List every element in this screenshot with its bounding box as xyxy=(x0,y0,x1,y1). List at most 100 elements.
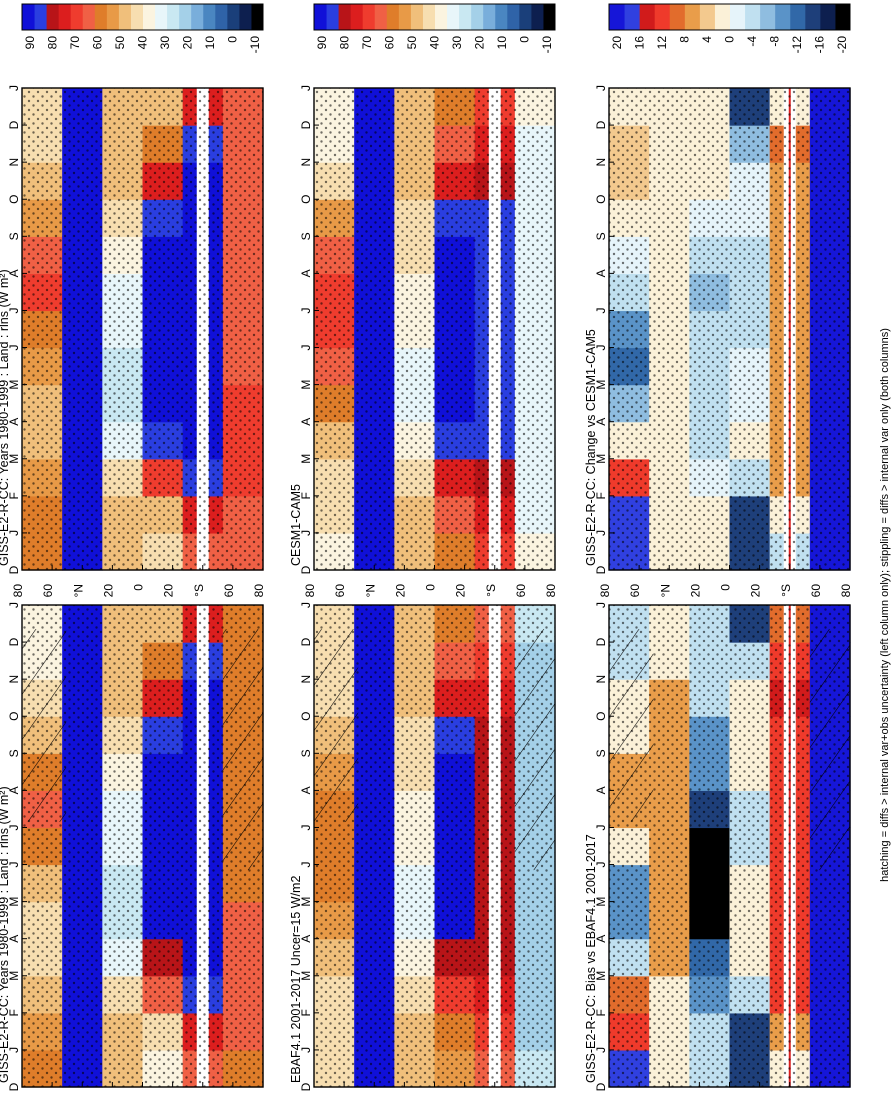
colorbar-tick-label: 90 xyxy=(23,36,37,50)
y-tick-label: 80 xyxy=(839,584,853,598)
colorbar-tick-label: -10 xyxy=(540,36,554,54)
colorbar-swatch xyxy=(434,4,448,30)
colorbar-tick-label: 30 xyxy=(158,36,172,50)
x-tick-label: O xyxy=(594,712,608,721)
colorbar-tick-label: -20 xyxy=(835,36,849,54)
colorbar-swatch xyxy=(202,4,216,30)
x-tick-label: D xyxy=(7,1082,21,1091)
x-tick-label: D xyxy=(299,565,313,574)
x-tick-label: J xyxy=(594,862,608,868)
y-tick-label: 80 xyxy=(544,584,558,598)
y-tick-label: 20 xyxy=(688,584,702,598)
colorbar-swatch xyxy=(774,4,791,30)
colorbar-tick-label: 20 xyxy=(610,36,624,50)
colorbar-swatch xyxy=(362,4,375,30)
x-tick-label: M xyxy=(7,897,21,907)
colorbar-tick-label: -16 xyxy=(813,36,827,54)
x-tick-label: D xyxy=(7,565,21,574)
colorbar-swatch xyxy=(46,4,59,30)
x-tick-label: J xyxy=(299,602,313,608)
colorbar-tick-label: 70 xyxy=(68,36,82,50)
hatching xyxy=(809,629,850,871)
x-tick-label: J xyxy=(299,530,313,536)
y-tick-label: 80 xyxy=(598,584,612,598)
colorbar-swatch xyxy=(166,4,180,30)
y-tick-label: 60 xyxy=(41,584,55,598)
x-tick-label: M xyxy=(7,971,21,981)
x-tick-label: N xyxy=(299,158,313,167)
colorbar-swatch xyxy=(804,4,821,30)
panel-title: EBAF4.1 2001-2017 Uncer=15 W/m2 xyxy=(289,876,303,1083)
panel-title: GISS-E2-R-CC: Years 1980-1999 : Land : r… xyxy=(0,269,11,566)
x-tick-label: A xyxy=(594,269,608,277)
colorbar-tick-label: 20 xyxy=(181,36,195,50)
colorbar-tick-label: 20 xyxy=(473,36,487,50)
colorbar-tick-label: 0 xyxy=(723,36,737,43)
colorbar-tick-label: 70 xyxy=(360,36,374,50)
x-tick-label: A xyxy=(594,418,608,426)
colorbar-tick-label: -10 xyxy=(248,36,262,54)
hatching xyxy=(222,629,263,871)
colorbar-tick-label: 90 xyxy=(315,36,329,50)
colorbar-tick-label: 60 xyxy=(91,36,105,50)
colorbar-tick-label: 30 xyxy=(450,36,464,50)
y-tick-label: 80 xyxy=(303,584,317,598)
colorbar-swatch xyxy=(142,4,156,30)
x-tick-label: D xyxy=(594,637,608,646)
colorbar-swatch xyxy=(238,4,252,30)
x-tick-label: A xyxy=(299,269,313,277)
x-tick-label: D xyxy=(299,637,313,646)
colorbar-swatch xyxy=(834,4,851,30)
colorbar-swatch xyxy=(446,4,460,30)
panel-4: D J F M A M J J A S O N D J 80 60 °N 20 0 20 °S 60 80 CESM1-CAM… xyxy=(289,3,558,598)
colorbar-swatch xyxy=(178,4,192,30)
colorbar-swatch xyxy=(226,4,240,30)
colorbar-tick-label: -8 xyxy=(768,36,782,47)
stippling xyxy=(314,88,555,570)
y-tick-label: 80 xyxy=(252,584,266,598)
figure-footnote: hatching = diffs > internal var+obs unce… xyxy=(879,328,891,882)
x-tick-label: J xyxy=(7,1047,21,1053)
colorbar-tick-label: 80 xyxy=(338,36,352,50)
colorbar-swatch xyxy=(729,4,746,30)
colorbar-tick-label: -4 xyxy=(745,36,759,47)
x-tick-label: M xyxy=(594,454,608,464)
x-tick-label: J xyxy=(594,530,608,536)
colorbar-swatch xyxy=(190,4,204,30)
colorbar-swatch xyxy=(530,4,544,30)
y-tick-label: °N xyxy=(71,584,85,597)
x-tick-label: A xyxy=(594,935,608,943)
colorbar-swatch xyxy=(34,4,47,30)
x-tick-label: J xyxy=(7,602,21,608)
colorbar-swatch xyxy=(744,4,761,30)
y-tick-label: °S xyxy=(192,584,206,597)
colorbar-swatch xyxy=(250,4,264,30)
x-tick-label: J xyxy=(594,85,608,91)
colorbar-swatch xyxy=(374,4,387,30)
x-tick-label: S xyxy=(594,232,608,240)
x-tick-label: M xyxy=(299,971,313,981)
x-tick-label: N xyxy=(594,158,608,167)
x-tick-label: J xyxy=(7,307,21,313)
x-tick-label: M xyxy=(299,454,313,464)
x-tick-label: M xyxy=(7,454,21,464)
x-tick-label: N xyxy=(7,158,21,167)
colorbar-swatch xyxy=(94,4,107,30)
y-tick-label: 60 xyxy=(514,584,528,598)
x-tick-label: J xyxy=(7,824,21,830)
y-tick-label: 60 xyxy=(809,584,823,598)
x-tick-label: D xyxy=(594,565,608,574)
panel-title: CESM1-CAM5 xyxy=(289,484,303,566)
x-tick-label: M xyxy=(594,380,608,390)
y-tick-label: °N xyxy=(363,584,377,597)
x-tick-label: J xyxy=(299,85,313,91)
x-tick-label: O xyxy=(299,195,313,204)
colorbar-tick-label: 40 xyxy=(136,36,150,50)
panel-1: DJFMAMJJASONDJ8060°N20020°S6080GISS-E2-R… xyxy=(0,602,264,1091)
x-tick-label: S xyxy=(299,749,313,757)
colorbar-swatch xyxy=(214,4,228,30)
colorbar-tick-label: 40 xyxy=(428,36,442,50)
panel-title: GISS-E2-R-CC: Years 1980-1999 : Land : r… xyxy=(0,786,11,1083)
x-tick-label: A xyxy=(7,786,21,794)
colorbar-swatch xyxy=(624,4,640,30)
